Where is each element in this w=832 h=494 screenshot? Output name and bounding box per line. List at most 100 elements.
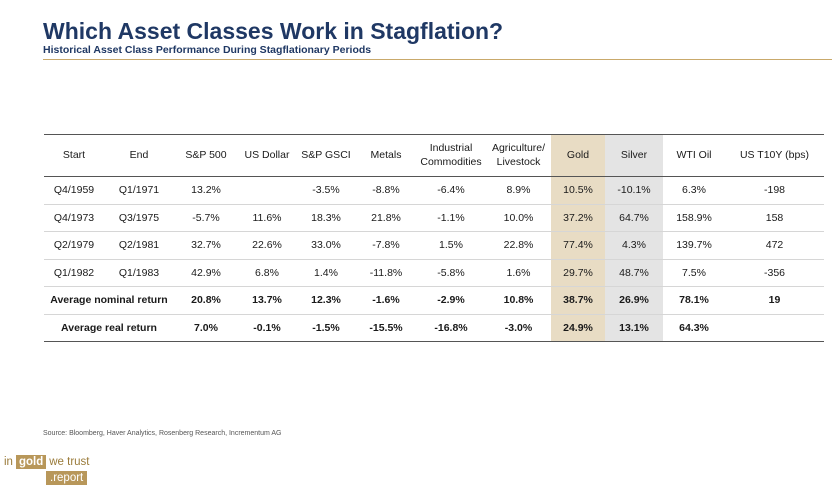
table-cell: Q1/1971 [118, 184, 160, 197]
logo-top-line: in gold we trust [4, 455, 90, 469]
table-row: Q2/1979 Q2/1981 32.7% 22.6% 33.0% -7.8% … [44, 231, 824, 259]
table-cell: 10.0% [503, 211, 534, 224]
logo-text-report: .report [46, 471, 88, 485]
table-cell [725, 314, 824, 342]
table-cell: 158 [765, 211, 784, 224]
table-cell: 22.8% [503, 239, 534, 252]
performance-table-container: Start End S&P 500 US Dollar S&P GSCI Met… [44, 134, 824, 342]
table-cell: -3.0% [504, 321, 533, 334]
average-real-row: Average real return 7.0% -0.1% -1.5% -15… [44, 314, 824, 342]
table-cell: 6.8% [255, 266, 279, 279]
table-cell-gold: 29.7% [551, 259, 605, 287]
column-header-silver: Silver [605, 134, 663, 177]
table-cell: 78.1% [679, 294, 709, 307]
table-cell: 33.0% [311, 239, 341, 252]
column-header-gold: Gold [551, 134, 605, 177]
table-cell [238, 177, 296, 205]
table-cell: Q2/1981 [118, 239, 160, 252]
table-row: Q4/1959 Q1/1971 13.2% -3.5% -8.8% -6.4% … [44, 176, 824, 205]
table-cell: 12.3% [311, 294, 341, 307]
column-header: S&P GSCI [296, 134, 356, 177]
column-header: US T10Y (bps) [725, 134, 824, 177]
table-cell: 8.9% [506, 184, 531, 197]
column-header: Agriculture/ Livestock [486, 134, 551, 177]
table-cell: 1.5% [439, 239, 463, 252]
table-cell: 1.6% [506, 266, 531, 279]
table-cell: Q4/1973 [53, 211, 95, 224]
table-cell: Q4/1959 [53, 184, 95, 197]
table-cell: Q2/1979 [53, 239, 95, 252]
table-cell-gold: 77.4% [551, 231, 605, 259]
table-cell: 10.8% [503, 294, 534, 307]
table-cell: -2.9% [437, 294, 465, 307]
table-cell: 32.7% [191, 239, 221, 252]
table-cell: 13.7% [252, 294, 282, 307]
table-cell: -7.8% [372, 239, 400, 252]
table-row: Q1/1982 Q1/1983 42.9% 6.8% 1.4% -11.8% -… [44, 259, 824, 287]
column-header: Start [44, 134, 104, 177]
table-cell: -15.5% [369, 321, 403, 334]
column-header: WTI Oil [663, 134, 725, 177]
table-cell: 19 [768, 294, 781, 307]
table-cell: 20.8% [191, 294, 221, 307]
table-cell: -356 [763, 266, 785, 279]
table-cell: 22.6% [252, 239, 282, 252]
table-cell: 7.0% [194, 321, 218, 334]
table-cell: -198 [763, 184, 785, 197]
row-label: Average nominal return [50, 294, 168, 307]
table-cell: -1.6% [372, 294, 400, 307]
table-cell: -5.8% [437, 266, 465, 279]
column-header: Metals [356, 134, 416, 177]
table-cell-silver: 13.1% [605, 314, 663, 342]
table-cell: 64.3% [679, 321, 709, 334]
table-cell-silver: 4.3% [605, 231, 663, 259]
table-cell: 42.9% [191, 266, 221, 279]
table-cell: -1.5% [312, 321, 340, 334]
table-header-row: Start End S&P 500 US Dollar S&P GSCI Met… [44, 134, 824, 177]
table-cell: 7.5% [682, 266, 706, 279]
table-cell-silver: 64.7% [605, 204, 663, 232]
table-cell: Q1/1983 [118, 266, 160, 279]
column-header: End [104, 134, 174, 177]
performance-table: Start End S&P 500 US Dollar S&P GSCI Met… [44, 134, 824, 342]
table-cell: -3.5% [312, 184, 340, 197]
table-cell: 18.3% [311, 211, 341, 224]
table-cell: 21.8% [371, 211, 401, 224]
page-subtitle: Historical Asset Class Performance Durin… [43, 44, 372, 56]
column-header: S&P 500 [174, 134, 238, 177]
table-cell: -16.8% [434, 321, 468, 334]
logo-text-we-trust: we trust [49, 456, 90, 468]
table-cell: -11.8% [369, 266, 403, 279]
table-row: Q4/1973 Q3/1975 -5.7% 11.6% 18.3% 21.8% … [44, 204, 824, 232]
header-divider [43, 59, 832, 60]
column-header: Industrial Commodities [416, 134, 486, 177]
row-label: Average real return [61, 321, 157, 334]
brand-logo: in gold we trust .report [4, 455, 90, 485]
table-cell-gold: 10.5% [551, 176, 605, 204]
logo-text-gold: gold [15, 455, 47, 469]
table-cell-gold: 24.9% [551, 314, 605, 342]
table-cell: 472 [765, 239, 784, 252]
table-cell: 11.6% [252, 211, 282, 224]
table-cell: 13.2% [191, 184, 221, 197]
table-cell-gold: 38.7% [551, 286, 605, 314]
table-cell: -8.8% [372, 184, 400, 197]
table-cell: 1.4% [314, 266, 338, 279]
table-cell-silver: 48.7% [605, 259, 663, 287]
source-note: Source: Bloomberg, Haver Analytics, Rose… [43, 430, 282, 437]
table-cell: 158.9% [676, 211, 712, 224]
table-cell-silver: 26.9% [605, 286, 663, 314]
table-cell: Q3/1975 [118, 211, 160, 224]
table-cell: 139.7% [676, 239, 712, 252]
logo-bottom-line: .report [46, 471, 90, 485]
table-cell: -6.4% [437, 184, 465, 197]
table-cell: 6.3% [682, 184, 706, 197]
page-title: Which Asset Classes Work in Stagflation? [43, 18, 504, 44]
table-cell: -5.7% [192, 211, 220, 224]
table-cell-gold: 37.2% [551, 204, 605, 232]
table-cell: -0.1% [253, 321, 281, 334]
table-cell: Q1/1982 [53, 266, 95, 279]
table-cell-silver: -10.1% [605, 176, 663, 204]
logo-text-in: in [4, 456, 13, 468]
table-cell: -1.1% [437, 211, 465, 224]
